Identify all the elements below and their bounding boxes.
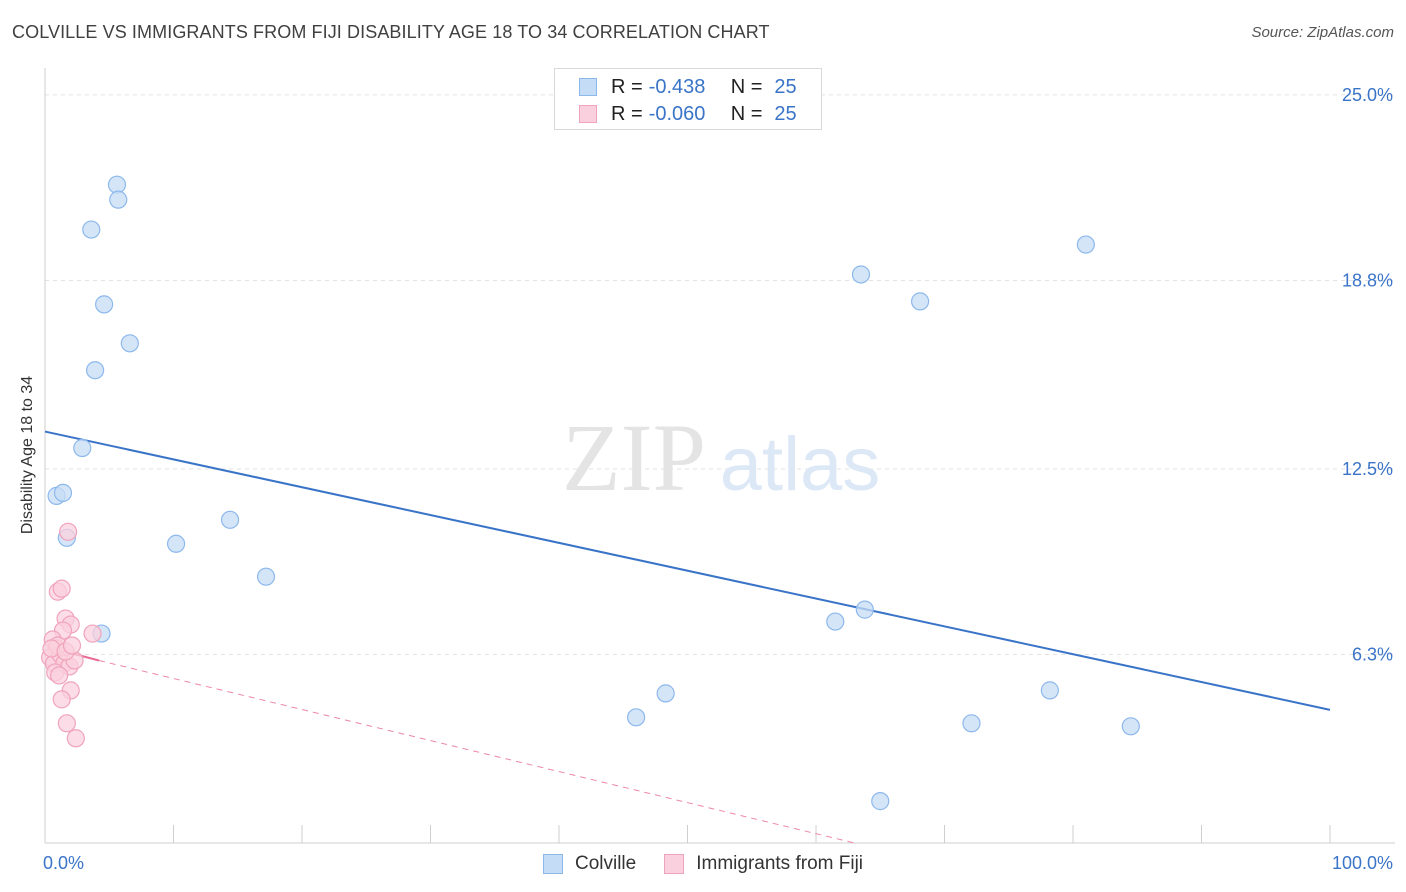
point-colville	[86, 361, 105, 380]
point-colville	[109, 190, 128, 209]
r-label: R =	[611, 75, 643, 98]
point-colville	[220, 510, 240, 529]
y-tick-label: 18.8%	[1342, 270, 1393, 290]
n-value: 25	[774, 102, 797, 125]
n-label: N =	[730, 102, 763, 125]
point-fiji	[50, 666, 69, 685]
x-tick-label: 100.0%	[1332, 853, 1393, 873]
trendline-colville	[44, 430, 1331, 711]
watermark: ZIP atlas	[562, 404, 880, 511]
point-colville	[73, 438, 92, 458]
legend-item-colville[interactable]: Colville	[542, 853, 637, 875]
legend-label-colville: Colville	[574, 853, 637, 874]
watermark-atlas: atlas	[720, 422, 881, 507]
point-colville	[826, 612, 845, 631]
trendline-fiji-dashed	[98, 659, 855, 844]
stats-swatch-fiji	[579, 105, 597, 123]
point-fiji	[52, 690, 71, 709]
point-fiji	[59, 522, 78, 541]
stats-row-colville: R = -0.438 N = 25	[579, 74, 797, 100]
point-colville	[656, 684, 675, 703]
axes	[44, 68, 1395, 844]
data-points	[41, 175, 1140, 811]
tick-labels: 6.3% 12.5% 18.8% 25.0% 0.0% 100.0%	[43, 85, 1393, 873]
y-tick-label: 12.5%	[1342, 459, 1393, 479]
point-colville	[107, 175, 127, 194]
n-value: 25	[774, 75, 797, 98]
point-colville	[1076, 235, 1095, 254]
point-fiji	[83, 624, 102, 643]
chart-title: COLVILLE VS IMMIGRANTS FROM FIJI DISABIL…	[12, 22, 770, 42]
point-colville	[166, 534, 186, 553]
legend-item-fiji[interactable]: Immigrants from Fiji	[664, 853, 863, 875]
legend-swatch-fiji	[664, 854, 685, 874]
legend-label-fiji: Immigrants from Fiji	[696, 853, 864, 874]
point-colville	[120, 334, 139, 353]
point-colville	[95, 295, 114, 314]
legend: Colville Immigrants from Fiji	[0, 852, 1406, 876]
point-colville	[256, 567, 276, 586]
stats-row-fiji: R = -0.060 N = 25	[579, 101, 797, 127]
y-tick-label: 6.3%	[1352, 644, 1393, 664]
source-label: Source: ZipAtlas.com	[1251, 24, 1394, 41]
point-fiji	[57, 714, 76, 733]
stats-box: R = -0.438 N = 25 R = -0.060 N = 25	[554, 68, 822, 130]
point-fiji	[66, 729, 85, 748]
r-value: -0.438	[648, 75, 706, 98]
point-colville	[962, 714, 981, 733]
x-tick-label: 0.0%	[43, 853, 84, 873]
point-fiji	[52, 579, 71, 598]
stats-swatch-colville	[579, 78, 597, 96]
point-colville	[871, 792, 890, 811]
point-fiji	[62, 636, 82, 655]
grid-lines	[45, 94, 1395, 655]
point-colville	[1040, 681, 1059, 700]
r-label: R =	[611, 102, 643, 125]
r-value: -0.060	[648, 102, 706, 125]
point-colville	[855, 600, 874, 619]
n-label: N =	[730, 75, 763, 98]
point-colville	[851, 265, 871, 284]
watermark-zip: ZIP	[562, 404, 706, 511]
y-tick-label: 25.0%	[1342, 85, 1393, 105]
point-colville	[82, 220, 101, 239]
point-colville	[1121, 717, 1140, 736]
legend-swatch-colville	[542, 854, 563, 874]
point-colville	[53, 483, 73, 503]
point-colville	[626, 708, 646, 727]
point-colville	[910, 292, 930, 311]
